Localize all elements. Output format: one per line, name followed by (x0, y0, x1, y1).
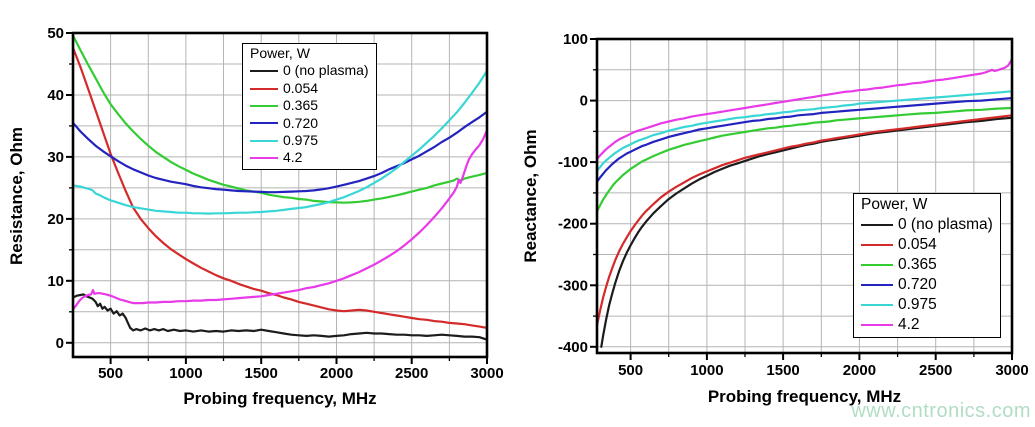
resistance-series (73, 34, 487, 341)
svg-text:10: 10 (47, 273, 64, 290)
resistance-y-axis-title: Resistance, Ohm (7, 127, 26, 265)
legend-line-swatch (861, 224, 893, 226)
legend-line-swatch (250, 122, 278, 125)
legend-entry-label: 4.2 (898, 316, 920, 333)
reactance-y-axis-title: Reactance, Ohm (521, 129, 540, 263)
reactance-x-axis-title: Probing frequency, MHz (707, 387, 902, 406)
reactance-plot-border (595, 37, 1014, 355)
legend-entry: 0.365 (250, 97, 369, 114)
legend-title: Power, W (250, 45, 310, 61)
resistance-curve-0-no-plasma- (73, 293, 487, 341)
resistance-plot-border (71, 31, 489, 359)
svg-text:1000: 1000 (690, 362, 723, 379)
svg-text:500: 500 (618, 362, 643, 379)
svg-text:-300: -300 (558, 277, 588, 294)
resistance-curve-4-2 (73, 129, 487, 311)
reactance-curve-0-720 (597, 96, 1012, 183)
legend-entry: 0.720 (250, 115, 369, 132)
legend-line-swatch (861, 324, 893, 326)
legend-entry-label: 0.054 (898, 236, 937, 253)
reactance-curve-0-054 (597, 114, 1012, 327)
reactance-curve-0-365 (597, 106, 1012, 213)
resistance-curve-0-975 (73, 69, 487, 215)
svg-text:3000: 3000 (995, 362, 1028, 379)
svg-text:-200: -200 (558, 216, 588, 233)
svg-text:30: 30 (47, 149, 64, 166)
svg-text:1000: 1000 (169, 365, 202, 382)
reactance-curve-4-2 (597, 58, 1012, 161)
legend-entry-label: 0.720 (283, 114, 319, 131)
legend-entry-label: 0.720 (898, 276, 937, 293)
svg-text:1500: 1500 (766, 362, 799, 379)
reactance-legend: Power, W 0 (no plasma) 0.054 0.365 0.720 0.97… (853, 193, 1001, 338)
svg-text:1500: 1500 (245, 365, 278, 382)
legend-entry-label: 0.975 (898, 296, 937, 313)
legend-entry-label: 0.054 (283, 79, 319, 96)
legend-entry: 4.2 (250, 149, 369, 166)
svg-text:0: 0 (580, 93, 588, 110)
legend-line-swatch (250, 139, 278, 142)
svg-text:100: 100 (563, 31, 588, 48)
legend-entry-label: 0.365 (898, 256, 937, 273)
legend-line-swatch (861, 244, 893, 246)
svg-text:0: 0 (56, 335, 64, 352)
resistance-curve-0-365 (73, 34, 487, 204)
svg-text:3000: 3000 (470, 365, 503, 382)
svg-text:40: 40 (47, 87, 64, 104)
svg-text:2000: 2000 (320, 365, 353, 382)
legend-entry: 0.720 (861, 275, 993, 295)
reactance-curve-0-no-plasma- (600, 116, 1012, 348)
watermark-text: www.cntronics.com (851, 400, 1031, 422)
legend-line-swatch (861, 304, 893, 306)
reactance-tick-labels: 500 1000 1500 2000 2500 3000-400-300-200-1000… (558, 31, 1029, 379)
resistance-chart: 500 1000 1500 2000 2500 3000 0 10 20 30 40 50 Resis… (0, 0, 517, 427)
legend-entry-label: 0.365 (283, 97, 319, 114)
resistance-curve-0-054 (73, 46, 487, 329)
legend-line-swatch (861, 264, 893, 266)
legend-line-swatch (861, 284, 893, 286)
reactance-chart: 500 1000 1500 2000 2500 3000 -400 -300 -200 -100 0… (517, 0, 1035, 427)
legend-line-swatch (250, 70, 278, 73)
svg-text:500: 500 (98, 365, 123, 382)
resistance-tick-labels: 500 1000 1500 2000 2500 3000 0 10 20 30 40 50 (47, 25, 503, 382)
svg-text:-400: -400 (558, 339, 588, 356)
legend-line-swatch (250, 87, 278, 90)
reactance-series (597, 58, 1012, 348)
svg-text:2000: 2000 (843, 362, 876, 379)
legend-entry: 0.054 (861, 235, 993, 255)
legend-entry-label: 0 (no plasma) (283, 62, 369, 79)
legend-entry-label: 4.2 (283, 149, 303, 166)
legend-entry: 0 (no plasma) (250, 62, 369, 79)
legend-entry-label: 0 (no plasma) (898, 216, 993, 233)
legend-entry: 0.054 (250, 80, 369, 97)
legend-entry: 0.975 (861, 295, 993, 315)
legend-line-swatch (250, 157, 278, 160)
legend-entry: 0.365 (861, 255, 993, 275)
legend-entry: 0 (no plasma) (861, 215, 993, 235)
svg-text:20: 20 (47, 211, 64, 228)
svg-text:50: 50 (47, 25, 64, 42)
legend-line-swatch (250, 104, 278, 107)
svg-text:2500: 2500 (395, 365, 428, 382)
legend-title: Power, W (861, 196, 928, 213)
svg-text:2500: 2500 (919, 362, 952, 379)
legend-entry: 0.975 (250, 132, 369, 149)
legend-entry: 4.2 (861, 315, 993, 335)
resistance-curve-0-720 (73, 110, 487, 194)
resistance-x-axis-title: Probing frequency, MHz (183, 389, 377, 408)
svg-text:-100: -100 (558, 154, 588, 171)
reactance-curve-0-975 (597, 90, 1012, 172)
legend-entry-label: 0.975 (283, 132, 319, 149)
